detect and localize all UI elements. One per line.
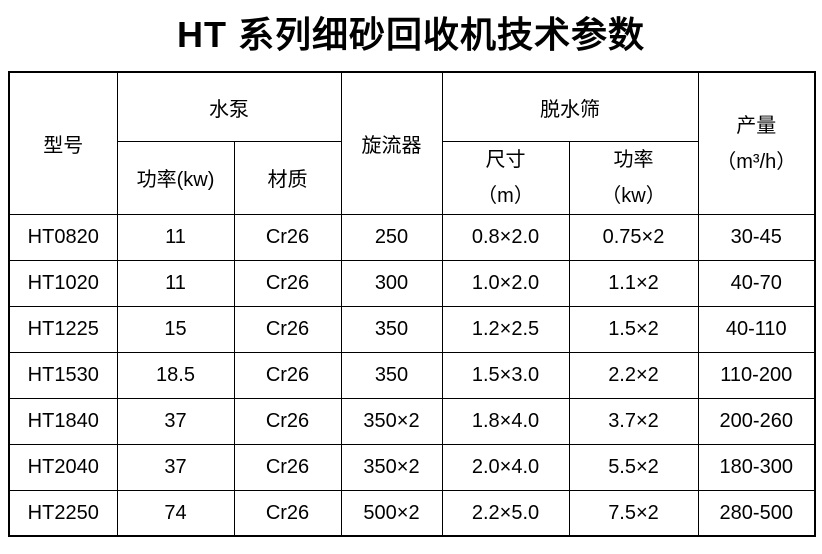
header-output: 产量 （m³/h）	[697, 71, 816, 215]
cell-pump-power: 15	[116, 305, 235, 353]
cell-screen-size: 2.2×5.0	[441, 489, 570, 537]
page-title: HT 系列细砂回收机技术参数	[177, 14, 645, 55]
cell-pump-material: Cr26	[233, 489, 342, 537]
cell-pump-power: 11	[116, 259, 235, 307]
header-screen-size: 尺寸 （m）	[441, 140, 570, 215]
cell-output: 40-70	[697, 259, 816, 307]
header-row-top: 型号 水泵 旋流器 脱水筛 产量 （m³/h）	[8, 71, 816, 215]
cell-screen-size: 2.0×4.0	[441, 443, 570, 491]
cell-screen-power: 1.5×2	[568, 305, 699, 353]
cell-model: HT1225	[8, 305, 118, 353]
cell-cyclone: 350×2	[340, 443, 443, 491]
header-screen-group: 脱水筛	[441, 71, 699, 142]
cell-screen-size: 1.5×3.0	[441, 351, 570, 399]
cell-pump-material: Cr26	[233, 259, 342, 307]
table-row: HT1225 15 Cr26 350 1.2×2.5 1.5×2 40-110	[8, 305, 816, 353]
cell-screen-size: 1.0×2.0	[441, 259, 570, 307]
cell-pump-power: 37	[116, 443, 235, 491]
cell-cyclone: 500×2	[340, 489, 443, 537]
cell-cyclone: 350×2	[340, 397, 443, 445]
cell-model: HT2040	[8, 443, 118, 491]
cell-output: 180-300	[697, 443, 816, 491]
cell-output: 280-500	[697, 489, 816, 537]
table-row: HT1840 37 Cr26 350×2 1.8×4.0 3.7×2 200-2…	[8, 397, 816, 445]
cell-pump-power: 11	[116, 213, 235, 261]
cell-screen-power: 0.75×2	[568, 213, 699, 261]
cell-output: 110-200	[697, 351, 816, 399]
header-cyclone: 旋流器	[340, 71, 443, 215]
header-output-line2: （m³/h）	[716, 150, 797, 173]
cell-screen-size: 1.8×4.0	[441, 397, 570, 445]
cell-output: 30-45	[697, 213, 816, 261]
header-pump-group: 水泵	[116, 71, 342, 142]
cell-pump-material: Cr26	[233, 351, 342, 399]
cell-pump-material: Cr26	[233, 305, 342, 353]
header-model: 型号	[8, 71, 118, 215]
header-pump-power: 功率(kw)	[116, 140, 235, 215]
cell-screen-power: 1.1×2	[568, 259, 699, 307]
cell-pump-material: Cr26	[233, 397, 342, 445]
table-row: HT1020 11 Cr26 300 1.0×2.0 1.1×2 40-70	[8, 259, 816, 307]
header-screen-power-line1: 功率	[613, 148, 654, 171]
cell-cyclone: 300	[340, 259, 443, 307]
cell-cyclone: 350	[340, 351, 443, 399]
cell-cyclone: 350	[340, 305, 443, 353]
cell-screen-power: 2.2×2	[568, 351, 699, 399]
table-row: HT0820 11 Cr26 250 0.8×2.0 0.75×2 30-45	[8, 213, 816, 261]
cell-pump-power: 74	[116, 489, 235, 537]
cell-pump-power: 18.5	[116, 351, 235, 399]
cell-screen-power: 3.7×2	[568, 397, 699, 445]
header-output-line1: 产量	[736, 114, 777, 137]
header-row-sub: 功率(kw) 材质 尺寸 （m） 功率 （kw）	[9, 140, 815, 215]
header-screen-power-line2: （kw）	[601, 184, 666, 207]
params-table: 型号 水泵 旋流器 脱水筛 产量 （m³/h） 功率(kw) 材质 尺寸 （m）…	[8, 71, 816, 538]
cell-pump-material: Cr26	[233, 443, 342, 491]
cell-model: HT1020	[8, 259, 118, 307]
cell-screen-power: 5.5×2	[568, 443, 699, 491]
cell-pump-material: Cr26	[233, 213, 342, 261]
header-screen-size-line1: 尺寸	[485, 148, 526, 171]
cell-model: HT2250	[8, 489, 118, 537]
cell-model: HT1530	[8, 351, 118, 399]
header-pump-material: 材质	[233, 140, 342, 215]
cell-output: 200-260	[697, 397, 816, 445]
cell-screen-size: 0.8×2.0	[441, 213, 570, 261]
cell-screen-power: 7.5×2	[568, 489, 699, 537]
table-row: HT2250 74 Cr26 500×2 2.2×5.0 7.5×2 280-5…	[8, 489, 816, 537]
table-row: HT2040 37 Cr26 350×2 2.0×4.0 5.5×2 180-3…	[8, 443, 816, 491]
header-screen-power: 功率 （kw）	[568, 140, 699, 215]
cell-screen-size: 1.2×2.5	[441, 305, 570, 353]
cell-cyclone: 250	[340, 213, 443, 261]
table-row: HT1530 18.5 Cr26 350 1.5×3.0 2.2×2 110-2…	[8, 351, 816, 399]
cell-model: HT0820	[8, 213, 118, 261]
cell-model: HT1840	[8, 397, 118, 445]
cell-pump-power: 37	[116, 397, 235, 445]
header-screen-size-line2: （m）	[477, 184, 534, 207]
cell-output: 40-110	[697, 305, 816, 353]
